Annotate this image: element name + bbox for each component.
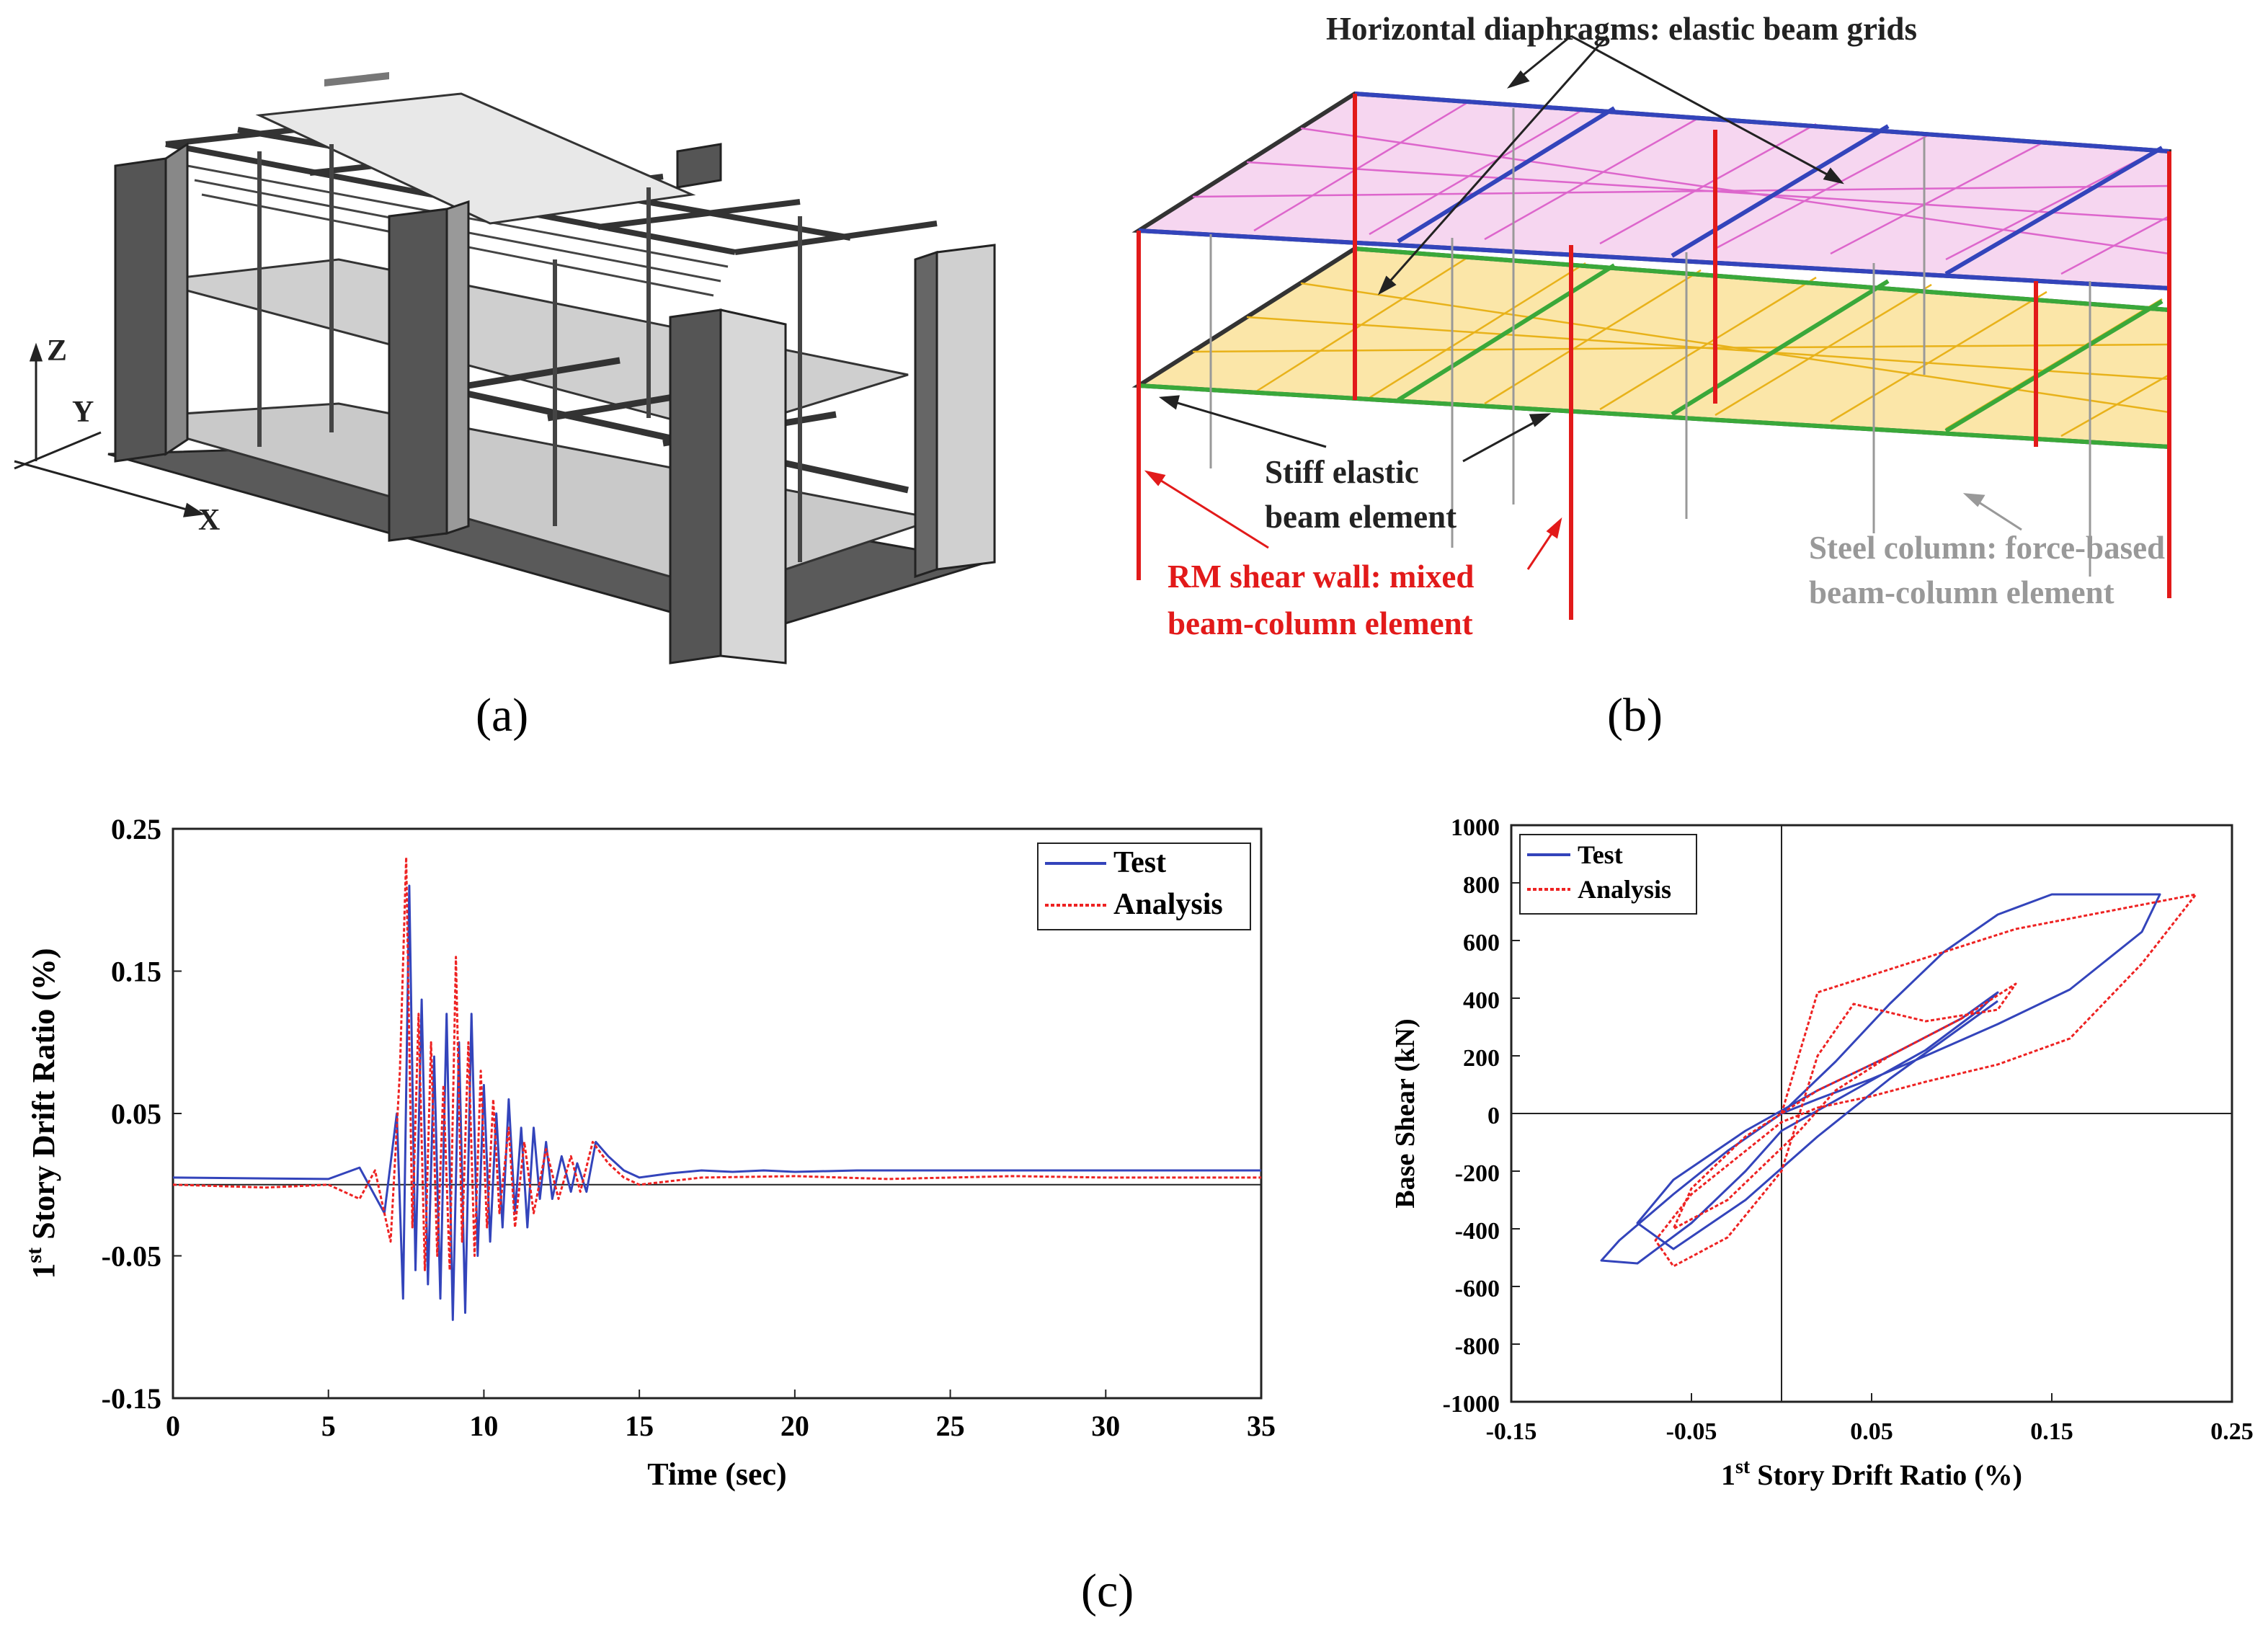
stiff-beam-annotation-line2: beam element bbox=[1265, 499, 1457, 535]
panel-b-label: (b) bbox=[1607, 689, 1663, 742]
y-tick-label: -0.15 bbox=[102, 1382, 161, 1415]
legend-label-test: Test bbox=[1578, 840, 1623, 869]
y-tick-label: 0.05 bbox=[111, 1098, 161, 1130]
diaphragms-annotation: Horizontal diaphragms: elastic beam grid… bbox=[1326, 11, 1917, 47]
panel-a-label: (a) bbox=[476, 689, 529, 742]
legend-label-test: Test bbox=[1113, 846, 1166, 879]
y-tick-label: 0.15 bbox=[111, 956, 161, 988]
x-tick-label: -0.15 bbox=[1486, 1418, 1537, 1445]
rm-shear-walls bbox=[114, 72, 996, 664]
steel-columns bbox=[257, 144, 802, 562]
floor-grid bbox=[1192, 254, 2170, 437]
y-axis-label: 1st Story Drift Ratio (%) bbox=[22, 948, 61, 1279]
rm-wall-annotation-line2: beam-column element bbox=[1168, 605, 1473, 641]
y-tick-label: -800 bbox=[1455, 1333, 1500, 1360]
floor-green-beams bbox=[1138, 246, 2170, 449]
axis-label-z: Z bbox=[47, 334, 67, 368]
y-tick-label: -200 bbox=[1455, 1160, 1500, 1187]
x-tick-label: -0.05 bbox=[1666, 1418, 1717, 1445]
x-tick-label: 0.25 bbox=[2210, 1418, 2254, 1445]
panel-c-label: (c) bbox=[1081, 1565, 1134, 1617]
steel-column-annotation-line1: Steel column: force-based bbox=[1809, 530, 2165, 566]
y-tick-label: 800 bbox=[1463, 872, 1500, 899]
series-test-line bbox=[1600, 893, 2161, 1265]
legend-box bbox=[1519, 834, 1697, 915]
y-tick-label: 0.25 bbox=[111, 813, 161, 845]
y-tick-label: -1000 bbox=[1443, 1391, 1500, 1418]
x-axis-label: 1st Story Drift Ratio (%) bbox=[1721, 1456, 2022, 1491]
y-tick-label: 0 bbox=[1487, 1103, 1500, 1129]
steel-column-annotation-line2: beam-column element bbox=[1809, 574, 2114, 610]
axis-label-y: Y bbox=[72, 396, 94, 429]
x-tick-label: 0.05 bbox=[1850, 1418, 1893, 1445]
rm-wall-annotation-line1: RM shear wall: mixed bbox=[1168, 559, 1474, 595]
x-tick-label: 5 bbox=[321, 1410, 336, 1442]
x-tick-label: 0.15 bbox=[2030, 1418, 2073, 1445]
y-tick-label: -400 bbox=[1455, 1218, 1500, 1245]
y-tick-label: 400 bbox=[1463, 987, 1500, 1014]
x-tick-label: 15 bbox=[625, 1410, 654, 1442]
x-tick-label: 10 bbox=[469, 1410, 498, 1442]
x-tick-label: 30 bbox=[1091, 1410, 1120, 1442]
x-tick-label: 35 bbox=[1247, 1410, 1276, 1442]
panel-a-building-model: Z Y X bbox=[14, 72, 996, 664]
legend-label-analysis: Analysis bbox=[1578, 875, 1671, 904]
legend-box bbox=[1037, 843, 1251, 930]
rm-shear-wall-elements bbox=[1137, 94, 2171, 620]
hysteresis-chart: -0.15 -0.05 0.05 0.15 0.25 1000 800 600 400 200 0 -… bbox=[1390, 814, 2254, 1491]
roof-blue-beams bbox=[1138, 92, 2170, 290]
y-tick-label: 200 bbox=[1463, 1045, 1500, 1072]
roof-slab bbox=[255, 92, 696, 225]
y-tick-label: -0.05 bbox=[102, 1240, 161, 1273]
series-analysis-line bbox=[172, 856, 1261, 1271]
series-test-line bbox=[172, 884, 1261, 1321]
roof-grid bbox=[1192, 99, 2170, 275]
drift-time-history-chart: 0 5 10 15 20 25 30 35 -0.15 -0.05 0.05 0.15 0.25 Test… bbox=[22, 813, 1276, 1492]
panel-b-numerical-model: Horizontal diaphragms: elastic beam grid… bbox=[1131, 11, 2171, 641]
stiff-beam-annotation-line1: Stiff elastic bbox=[1265, 454, 1419, 490]
y-axis-label: Base Shear (kN) bbox=[1390, 1018, 1420, 1208]
y-tick-label: -600 bbox=[1455, 1276, 1500, 1302]
coordinate-axes bbox=[14, 342, 205, 517]
x-tick-label: 25 bbox=[936, 1410, 965, 1442]
steel-column-elements bbox=[1209, 108, 2091, 577]
annotation-arrows bbox=[1158, 35, 1844, 463]
gray-arrow bbox=[1962, 493, 2022, 531]
axis-label-x: X bbox=[198, 504, 220, 537]
x-axis-label: Time (sec) bbox=[647, 1457, 786, 1492]
x-tick-label: 0 bbox=[166, 1410, 180, 1442]
y-tick-label: 600 bbox=[1463, 930, 1500, 956]
series-analysis-line bbox=[1654, 893, 2197, 1268]
y-tick-label: 1000 bbox=[1451, 814, 1500, 841]
x-tick-label: 20 bbox=[781, 1410, 809, 1442]
red-arrows bbox=[1144, 470, 1562, 570]
legend-label-analysis: Analysis bbox=[1113, 888, 1223, 921]
